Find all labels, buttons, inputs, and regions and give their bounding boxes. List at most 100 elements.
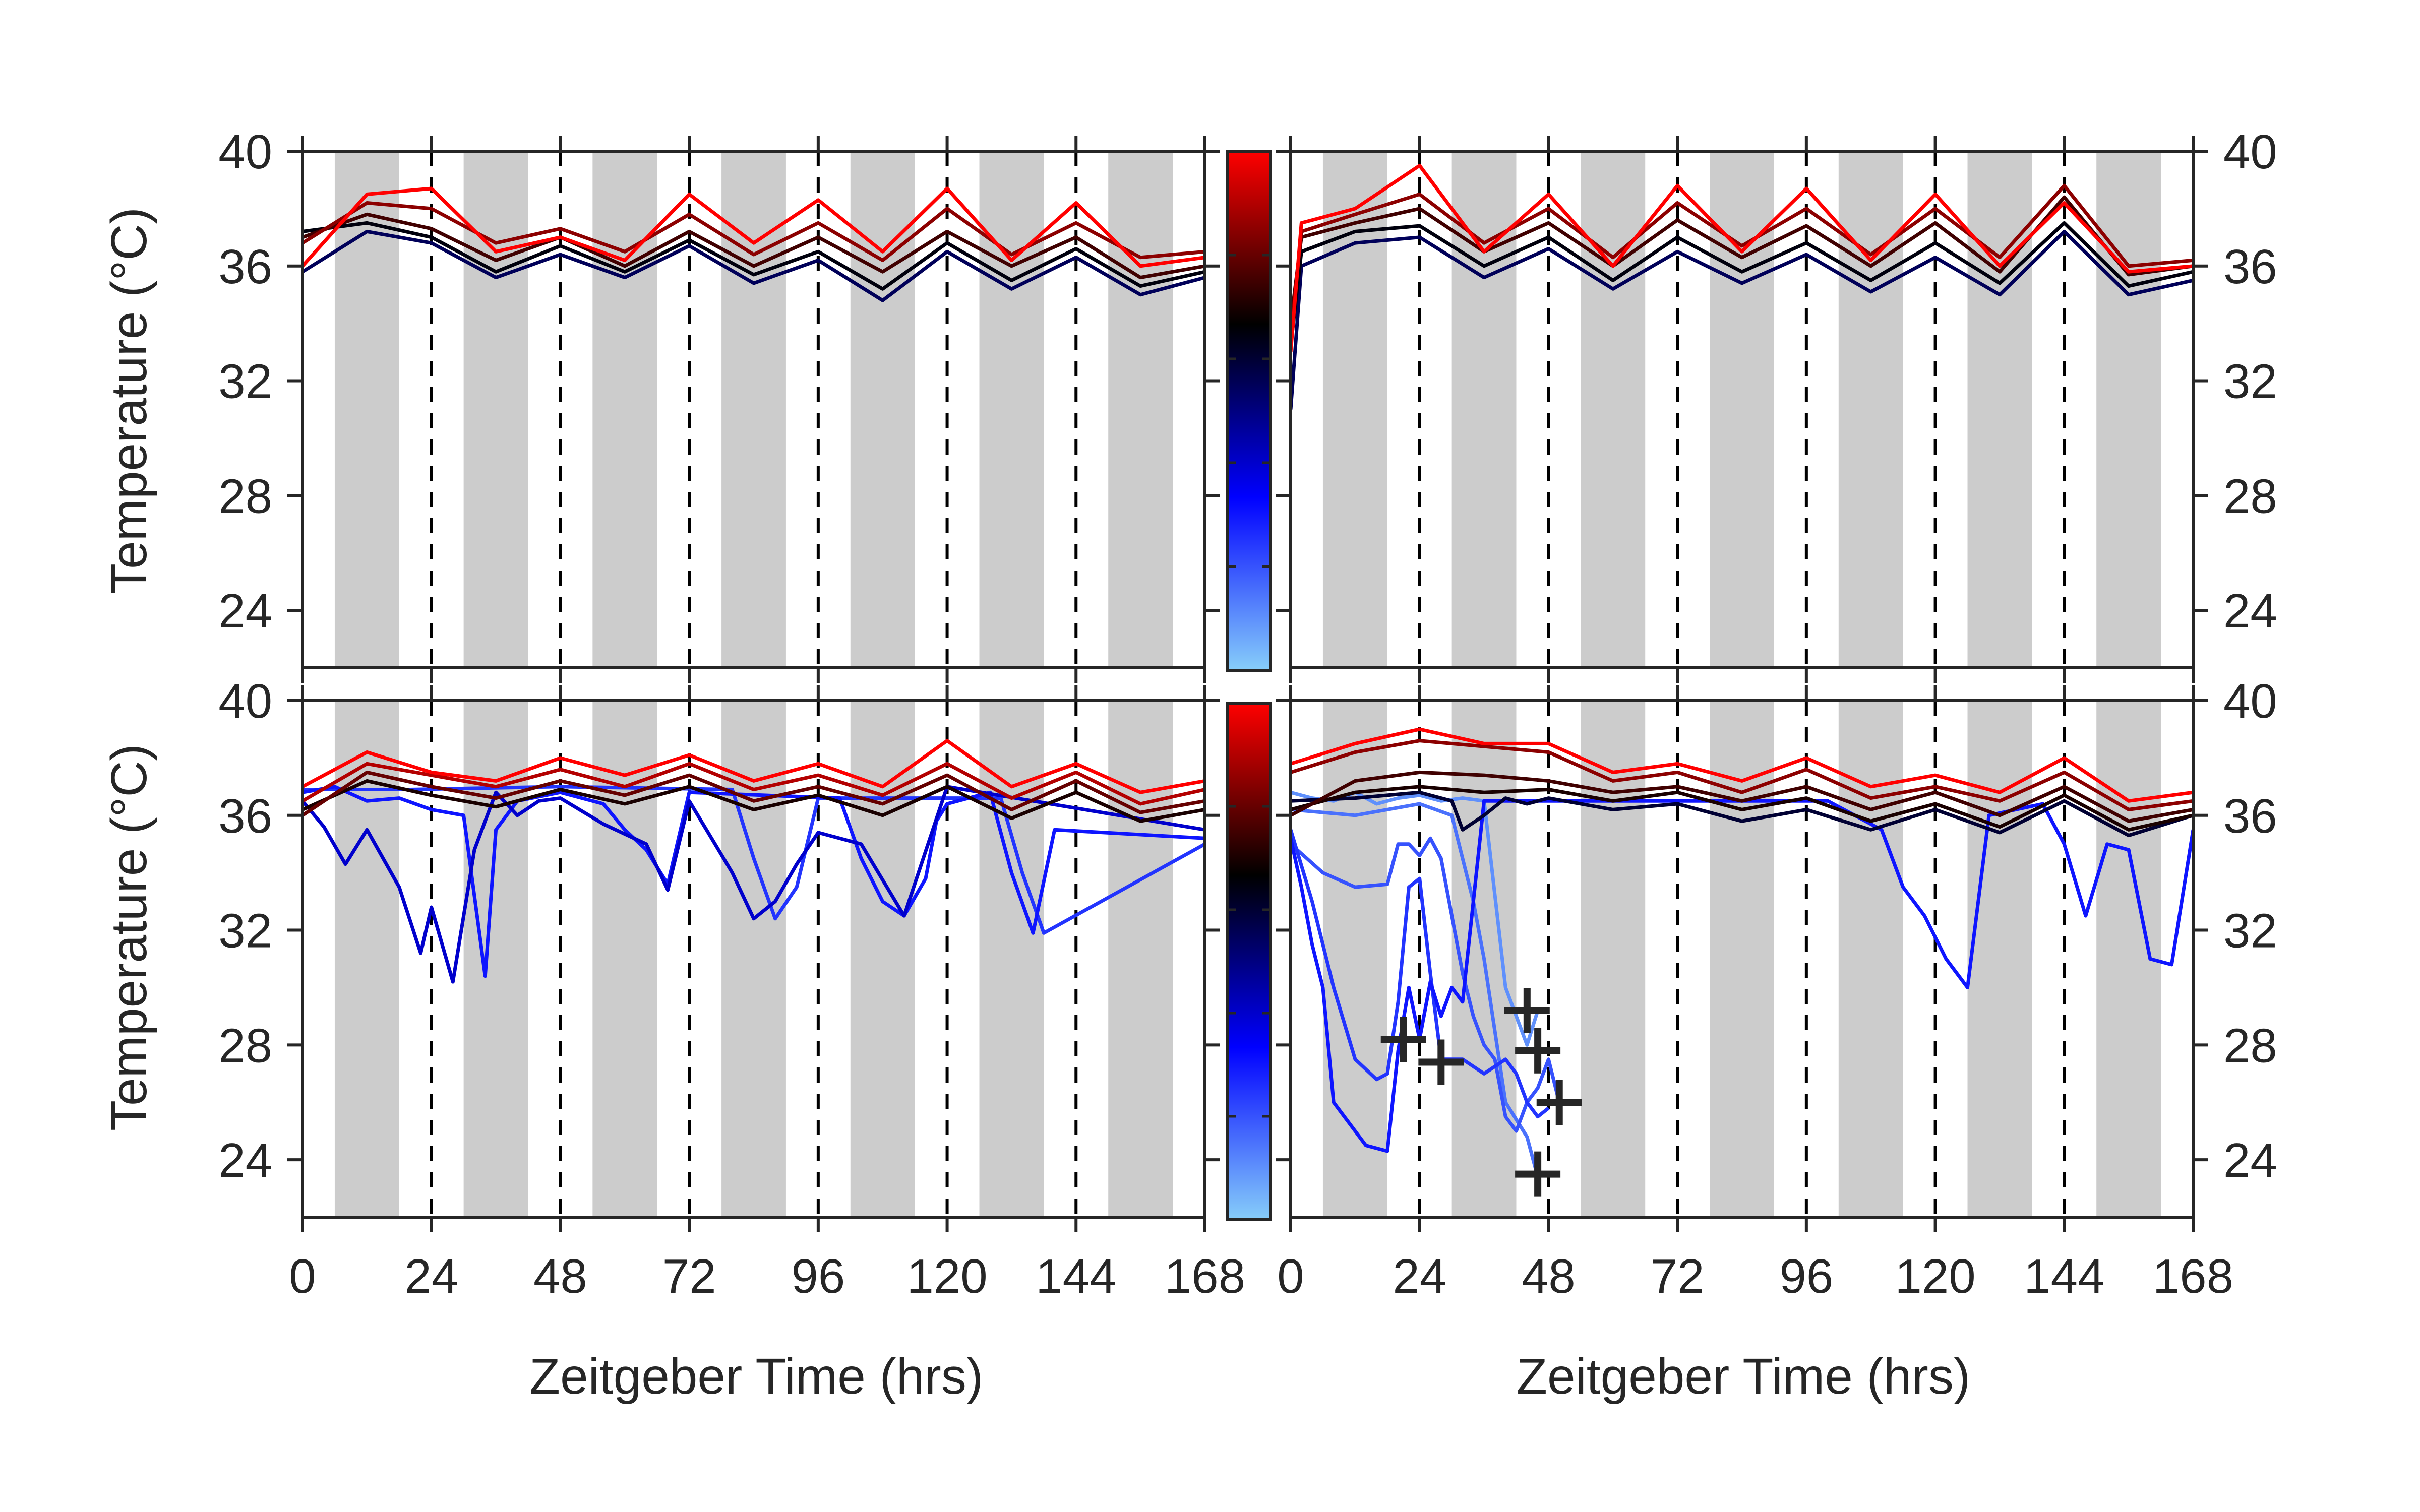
x-tick-label: 96 — [1779, 1249, 1833, 1303]
death-marker — [1418, 1039, 1464, 1085]
y-tick-label-left: 28 — [218, 1019, 272, 1073]
x-tick-label: 48 — [533, 1249, 587, 1303]
dark-phase-band — [1451, 151, 1517, 668]
series-line — [1291, 799, 2193, 1153]
x-tick-label: 0 — [289, 1249, 316, 1303]
panel-top-right: 24 28 32 36 40 — [1276, 125, 2277, 683]
dark-phase-band — [1322, 151, 1387, 668]
series-line — [1291, 785, 2193, 832]
dark-phase-band — [1838, 151, 1903, 668]
y-tick-label-right: 24 — [2223, 1133, 2277, 1187]
y-axis-title-bottom: Temperature (°C) — [101, 744, 157, 1131]
dark-phase-band — [592, 151, 657, 668]
y-tick-label-right: 40 — [2223, 674, 2277, 728]
x-tick-label: 168 — [1165, 1249, 1245, 1303]
series-line — [1291, 727, 2193, 803]
panels-group: 24 28 32 36 40 24 28 32 36 40 0 24 48 72 96 120 144 168 24… — [218, 125, 2277, 1303]
x-tick-label: 120 — [906, 1249, 987, 1303]
panel-frame — [301, 699, 1206, 1219]
x-tick-label: 24 — [404, 1249, 458, 1303]
colorbar-bottom — [1226, 702, 1272, 1221]
colorbar-gradient — [1226, 702, 1272, 1221]
panel-bottom-left: 0 24 48 72 96 120 144 168 24 28 32 36 40 — [218, 674, 1245, 1303]
y-tick-label-left: 40 — [218, 125, 272, 179]
death-marker — [1380, 1016, 1426, 1062]
x-tick-label: 24 — [1393, 1249, 1446, 1303]
dark-phase-band — [721, 701, 786, 1217]
series-line — [302, 762, 1205, 806]
series-line — [1291, 183, 2193, 338]
colorbar-gradient — [1226, 150, 1272, 672]
colorbar-top — [1226, 150, 1272, 672]
series-line — [302, 229, 1205, 302]
series-line — [1291, 790, 1540, 1047]
dark-phase-band — [1581, 151, 1646, 668]
dark-phase-band — [850, 151, 915, 668]
x-axis-label-left: Zeitgeber Time (hrs) — [529, 1348, 983, 1405]
x-axis-label-right: Zeitgeber Time (hrs) — [1517, 1348, 1970, 1405]
death-marker — [1504, 988, 1550, 1033]
series-line — [302, 785, 1205, 984]
series-group — [1291, 164, 2193, 410]
death-marker — [1536, 1080, 1582, 1125]
x-tick-label: 0 — [1277, 1249, 1304, 1303]
x-tick-label: 120 — [1895, 1249, 1975, 1303]
dark-phase-band — [1108, 701, 1173, 1217]
colorbars-group — [1226, 150, 1272, 1221]
y-tick-label-right: 40 — [2223, 125, 2277, 179]
series-line — [1291, 164, 2193, 352]
y-tick-label-left: 24 — [218, 584, 272, 638]
series-line — [1291, 790, 2193, 838]
dark-phase-band — [1967, 151, 2032, 668]
y-tick-label-right: 32 — [2223, 355, 2277, 409]
series-line — [302, 201, 1205, 262]
y-tick-label-left: 36 — [218, 789, 272, 843]
series-group — [1291, 727, 2193, 1178]
y-tick-label-right: 28 — [2223, 1019, 2277, 1073]
x-tick-label: 96 — [791, 1249, 845, 1303]
dark-phase-band — [979, 151, 1044, 668]
x-tick-label: 48 — [1522, 1249, 1576, 1303]
y-axis-title-top: Temperature (°C) — [101, 207, 157, 594]
series-line — [302, 770, 1205, 817]
series-line — [1291, 229, 2193, 410]
y-tick-label-left: 28 — [218, 469, 272, 523]
y-tick-label-left: 32 — [218, 355, 272, 409]
y-tick-label-right: 28 — [2223, 469, 2277, 523]
dark-phase-band — [334, 151, 399, 668]
series-group — [302, 186, 1205, 302]
series-line — [302, 186, 1205, 268]
x-tick-label: 72 — [1651, 1249, 1705, 1303]
y-tick-label-left: 40 — [218, 674, 272, 728]
x-tick-label: 168 — [2153, 1249, 2233, 1303]
x-tick-label: 144 — [2024, 1249, 2104, 1303]
dark-phase-band — [721, 151, 786, 668]
dark-phase-band — [1581, 701, 1646, 1217]
y-tick-label-right: 32 — [2223, 904, 2277, 958]
series-line — [1291, 739, 2193, 811]
y-tick-label-left: 32 — [218, 904, 272, 958]
x-axis-title-left: Zeitgeber Time (hrs) — [529, 1348, 983, 1405]
dark-phase-band — [1710, 701, 1774, 1217]
x-tick-label: 72 — [662, 1249, 716, 1303]
death-marker — [1515, 1028, 1561, 1074]
y-tick-label-right: 36 — [2223, 789, 2277, 843]
series-line — [1291, 770, 2193, 823]
y-tick-label-left: 36 — [218, 240, 272, 294]
x-axis-title-right: Zeitgeber Time (hrs) — [1517, 1348, 1970, 1405]
series-line — [302, 212, 1205, 280]
series-group — [302, 739, 1205, 984]
series-line — [302, 739, 1205, 794]
y-tick-label-right: 36 — [2223, 240, 2277, 294]
dark-phase-band — [2096, 151, 2161, 668]
panel-frame — [301, 150, 1206, 669]
panel-frame — [1289, 150, 2195, 669]
dark-phase-band — [1710, 151, 1774, 668]
dark-phase-band — [1108, 151, 1173, 668]
series-line — [1291, 221, 2193, 347]
x-tick-label: 144 — [1036, 1249, 1116, 1303]
panel-bottom-right: 0 24 48 72 96 120 144 168 24 28 32 36 40 — [1276, 674, 2277, 1303]
series-line — [302, 221, 1205, 291]
series-line — [1291, 802, 1540, 1178]
